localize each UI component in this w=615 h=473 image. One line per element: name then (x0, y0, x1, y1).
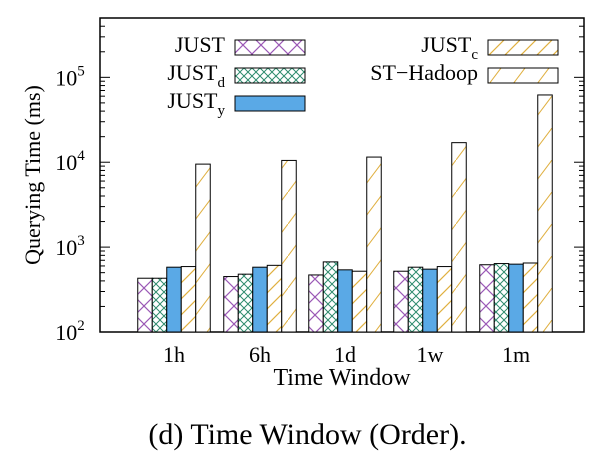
y-axis-label: Querying Time (ms) (20, 85, 45, 265)
legend-swatch-bg (235, 96, 305, 111)
bar-pattern (352, 271, 367, 332)
bar-st-hadoop (451, 142, 467, 333)
legend-swatch (234, 39, 306, 56)
legend-label: JUSTy (167, 88, 225, 119)
bar-pattern (308, 274, 324, 332)
bar-pattern (393, 271, 409, 332)
y-tick-label: 102 (55, 318, 85, 345)
legend-swatch (234, 67, 306, 84)
bar-pattern (408, 267, 423, 332)
bar-pattern (195, 164, 211, 332)
bars (137, 94, 553, 333)
x-axis: 1h 6h 1d 1w 1m (163, 324, 530, 367)
legend-swatch (487, 67, 559, 84)
legend-label: JUST (175, 32, 226, 57)
bar-pattern (281, 160, 297, 332)
bar-pattern (479, 264, 495, 332)
legend-swatch (234, 95, 306, 112)
bar-pattern (323, 261, 338, 332)
y-tick-label: 104 (55, 148, 85, 175)
bar-pattern (137, 278, 153, 332)
bar-pattern (152, 278, 167, 332)
legend-label: ST−Hadoop (370, 60, 478, 85)
bar-pattern (451, 142, 467, 332)
bar-pattern (494, 263, 509, 332)
bar-pattern (437, 266, 452, 332)
legend-swatch-pattern (235, 68, 305, 83)
y-tick-label: 105 (55, 63, 85, 90)
bar-pattern (366, 157, 382, 332)
bar-st-hadoop (366, 156, 382, 333)
x-tick-label: 1w (417, 342, 444, 367)
y-tick-label: 103 (55, 233, 85, 260)
bar-st-hadoop (281, 159, 297, 333)
legend-label: JUSTc (421, 32, 478, 63)
bar-bg (508, 264, 524, 332)
figure-caption: (d) Time Window (Order). (148, 418, 467, 451)
legend-swatch-pattern (488, 40, 558, 55)
bar-pattern (267, 265, 282, 332)
bar-st-hadoop (537, 94, 553, 333)
bar-pattern (181, 266, 196, 332)
bar-pattern (537, 94, 553, 332)
bar-bg (252, 267, 268, 332)
x-tick-label: 6h (249, 342, 271, 367)
legend-swatch-pattern (235, 40, 305, 55)
y-axis: 102 103 104 105 (55, 17, 584, 345)
x-tick-label: 1m (502, 342, 530, 367)
bar-st-hadoop (195, 163, 211, 333)
bar-bg (166, 267, 182, 332)
bar-pattern (223, 276, 239, 332)
bar-pattern (238, 274, 253, 332)
bar-bg (422, 269, 438, 332)
x-tick-label: 1d (334, 342, 356, 367)
bar-bg (337, 269, 353, 332)
legend-label: JUSTd (167, 60, 225, 91)
x-tick-label: 1h (163, 342, 185, 367)
x-axis-label: Time Window (273, 365, 411, 391)
legend-swatch-pattern (488, 68, 558, 83)
legend-swatch (487, 39, 559, 56)
bar-pattern (523, 262, 538, 332)
